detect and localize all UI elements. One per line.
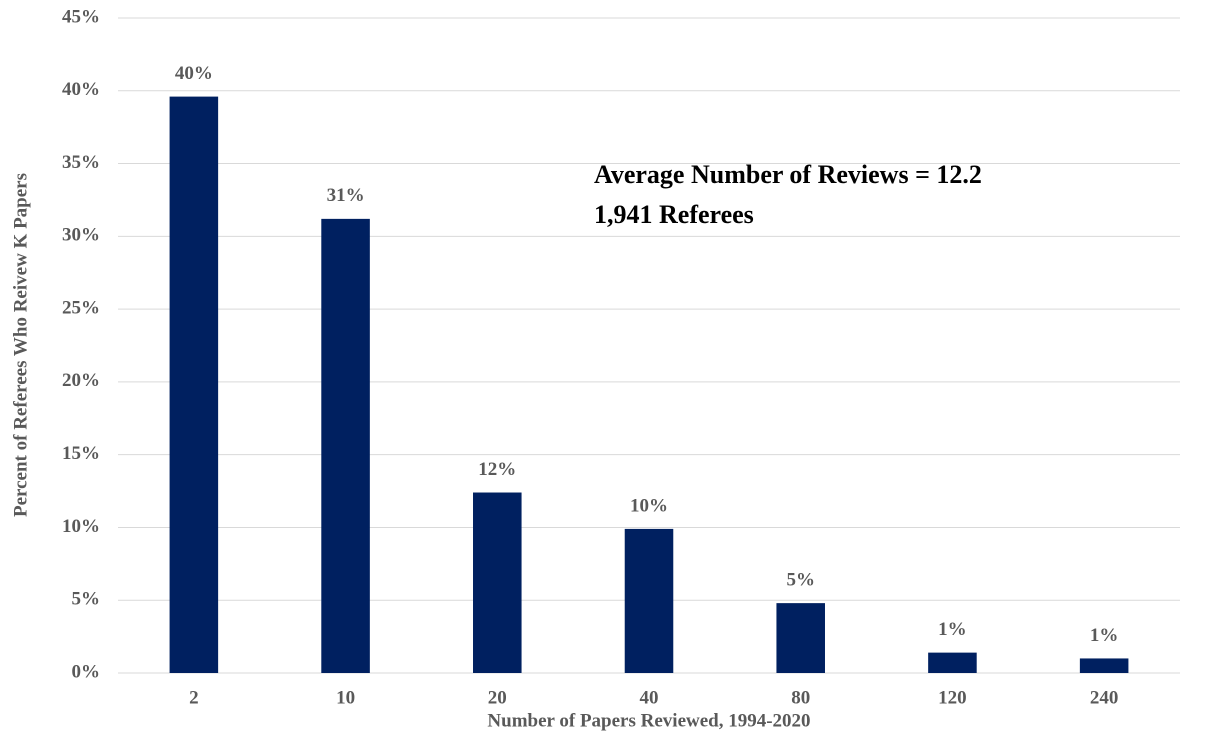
y-tick-label: 35%: [62, 152, 100, 173]
y-tick-label: 40%: [62, 79, 100, 100]
value-label: 31%: [327, 185, 365, 206]
y-tick-label: 15%: [62, 443, 100, 464]
annotation: Average Number of Reviews = 12.2: [594, 160, 982, 189]
y-tick-label: 10%: [62, 516, 100, 537]
y-axis-title: Percent of Referees Who Reivew K Papers: [10, 173, 31, 517]
x-tick-label: 2: [189, 687, 199, 708]
value-label: 5%: [786, 569, 815, 590]
y-tick-label: 45%: [62, 6, 100, 27]
x-tick-label: 20: [488, 687, 507, 708]
bar: [1079, 658, 1129, 673]
value-label: 12%: [478, 459, 516, 480]
value-label: 10%: [630, 495, 668, 516]
x-tick-label: 10: [336, 687, 355, 708]
annotation: 1,941 Referees: [594, 200, 754, 229]
x-tick-label: 120: [938, 687, 967, 708]
x-tick-label: 240: [1090, 687, 1119, 708]
bar: [321, 218, 370, 673]
x-axis-title: Number of Papers Reviewed, 1994-2020: [487, 710, 810, 731]
x-tick-label: 80: [791, 687, 810, 708]
value-label: 1%: [938, 619, 967, 640]
y-tick-label: 20%: [62, 370, 100, 391]
x-tick-label: 40: [640, 687, 659, 708]
y-tick-label: 0%: [72, 661, 101, 682]
value-label: 1%: [1090, 625, 1119, 646]
bar: [624, 528, 674, 673]
y-tick-label: 5%: [72, 589, 101, 610]
bar: [776, 603, 825, 673]
y-tick-label: 25%: [62, 297, 100, 318]
bar: [473, 492, 522, 673]
y-tick-label: 30%: [62, 225, 100, 246]
bar: [169, 96, 219, 674]
bar: [928, 652, 977, 673]
value-label: 40%: [175, 63, 213, 84]
